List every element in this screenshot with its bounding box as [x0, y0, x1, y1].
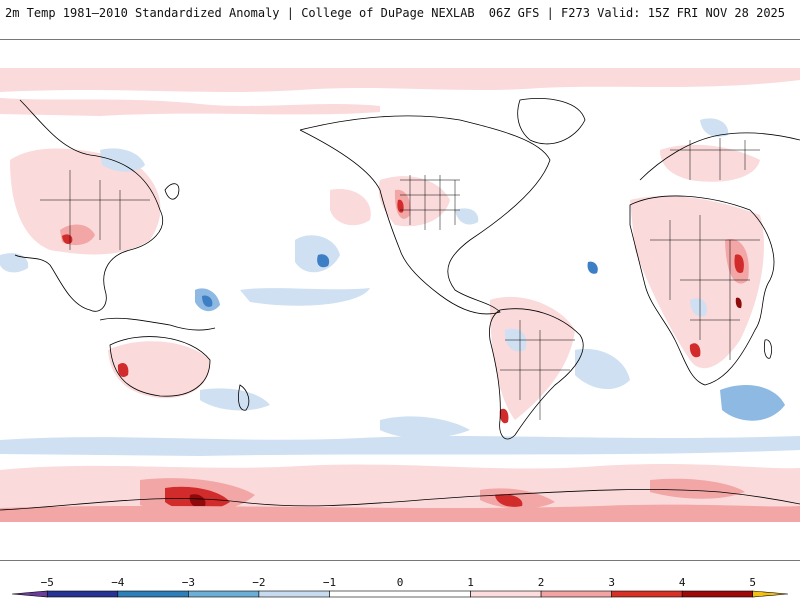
colorbar-tick-minus-2: −2 — [252, 576, 266, 589]
central-asia-cold-region — [0, 253, 29, 273]
south-america-borders — [500, 320, 575, 420]
pacific-cold-region-4 — [200, 388, 270, 411]
colorbar-tick-minus-4: −4 — [111, 576, 125, 589]
colorbar-tick-minus-1: −1 — [322, 576, 337, 589]
colorbar-tick-minus-3: −3 — [181, 576, 195, 589]
south-america-coastline — [489, 308, 584, 440]
antarctica-warm-region-4 — [0, 504, 800, 522]
colorbar-bin-5 — [329, 590, 471, 598]
california-warm-core — [397, 199, 404, 213]
colorbar-bin-6 — [470, 590, 542, 598]
greenland-coastline — [517, 98, 586, 145]
asia-coastline — [14, 99, 163, 312]
colorbar-bin-1 — [46, 590, 119, 598]
africa-coastline — [629, 195, 775, 386]
europe-coastline — [639, 132, 800, 181]
anomaly-colorbar — [0, 560, 800, 600]
north-america-warm-region — [378, 176, 450, 227]
anomaly-map[interactable] — [0, 40, 800, 560]
europe-cold-region — [700, 118, 729, 137]
antarctica-warm-region-3 — [650, 478, 745, 499]
coastlines — [0, 98, 800, 511]
asia-borders — [40, 170, 150, 250]
europe-borders — [670, 138, 760, 180]
arctic-warm-band-2 — [0, 98, 380, 116]
product-title: 2m Temp 1981–2010 Standardized Anomaly |… — [5, 6, 475, 20]
southern-africa-warm-core — [689, 343, 701, 358]
colorbar-bin-4 — [258, 590, 330, 598]
siberia-cold-region — [100, 148, 145, 172]
colorbar-tick-1: 1 — [467, 576, 474, 589]
colorbar-bin-0 — [11, 590, 48, 598]
arctic-warm-band — [0, 68, 800, 92]
southern-ocean-cold-band — [0, 436, 800, 456]
pacific-cold-region-2 — [240, 288, 370, 306]
australia-warm-core — [117, 363, 129, 377]
pacific-cold-region-3 — [380, 416, 470, 439]
us-state-borders — [400, 175, 460, 230]
europe-warm-region — [660, 144, 760, 182]
asia-warm-region — [10, 148, 161, 255]
south-atlantic-cold-region — [575, 348, 630, 390]
colorbar-bin-2 — [117, 590, 189, 598]
indonesia-coastline — [99, 317, 216, 331]
anomaly-map-canvas — [0, 40, 800, 560]
colorbar-canvas — [11, 590, 789, 598]
colorbar-bin-9 — [681, 590, 754, 598]
patagonia-warm-core — [499, 408, 509, 424]
new-zealand-coastline — [238, 384, 250, 411]
madagascar-coastline — [763, 339, 773, 359]
colorbar-bin-3 — [188, 590, 260, 598]
japan-coastline — [164, 183, 180, 200]
colorbar-tick-minus-5: −5 — [40, 576, 54, 589]
colorbar-bin-7 — [540, 590, 612, 598]
ethiopia-warm-core — [734, 254, 744, 274]
colorbar-bin-8 — [611, 590, 683, 598]
north-america-coastline — [299, 115, 551, 315]
colorbar-tick-4: 4 — [678, 576, 686, 589]
africa-warm-region — [630, 195, 764, 369]
africa-borders — [650, 215, 760, 360]
antarctica-hot-core-2 — [495, 494, 523, 507]
map-header: 2m Temp 1981–2010 Standardized Anomaly |… — [0, 0, 800, 40]
colorbar-bin-10 — [752, 590, 789, 598]
north-pacific-warm-region — [330, 189, 371, 226]
colorbar-tick-2: 2 — [537, 576, 545, 589]
canada-cold-region — [455, 208, 479, 225]
colorbar-tick-0: 0 — [396, 576, 404, 589]
central-africa-cold-region — [690, 298, 707, 317]
antarctica-coastline — [0, 489, 800, 511]
indian-ocean-cold-region — [720, 385, 785, 421]
colorbar-tick-3: 3 — [608, 576, 615, 589]
colorbar-tick-5: 5 — [749, 576, 757, 589]
pacific-cold-core-1 — [317, 254, 330, 268]
atlantic-cold-spot — [587, 261, 598, 274]
south-america-warm-region — [490, 296, 575, 420]
australia-coastline — [109, 336, 211, 397]
australia-warm-region — [108, 341, 211, 399]
political-borders — [40, 138, 760, 420]
antarctica-dark-core — [189, 494, 206, 508]
model-run-info: 06Z GFS | F273 Valid: 15Z FRI NOV 28 202… — [488, 6, 785, 20]
east-africa-dark-core — [735, 297, 742, 309]
philippines-cold-core — [202, 295, 213, 307]
